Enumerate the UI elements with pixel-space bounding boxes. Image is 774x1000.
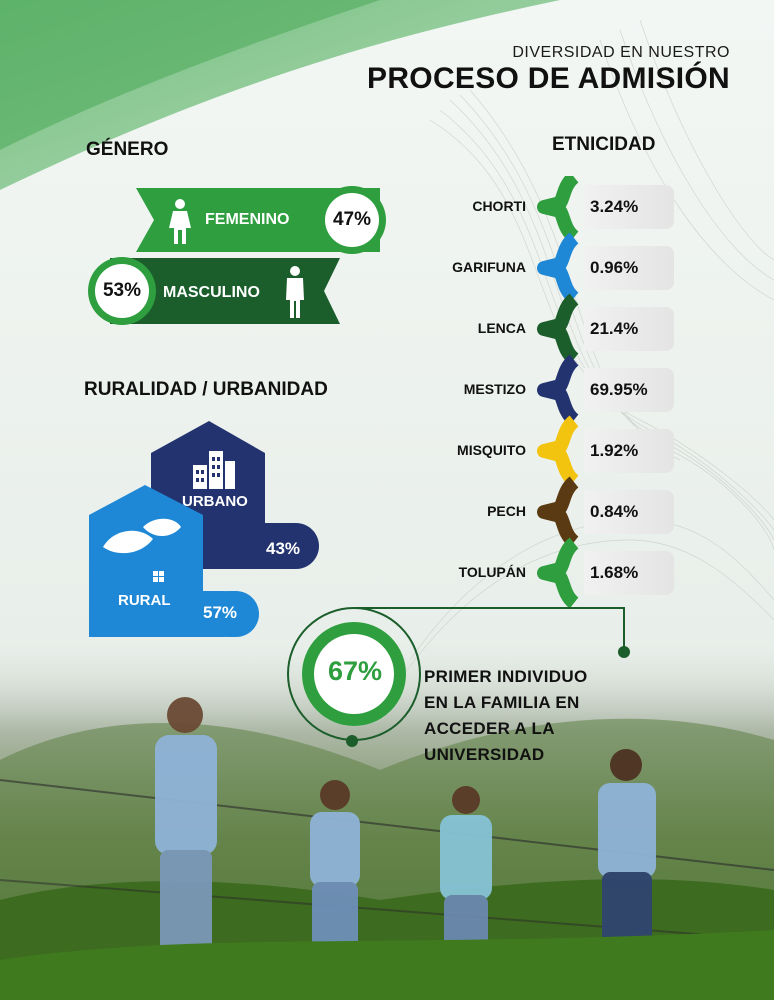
first-gen-ring (287, 607, 630, 747)
ethnicity-percentage: 21.4% (584, 307, 674, 351)
leaves-icon (103, 518, 181, 582)
students-photo (155, 697, 656, 982)
rural-label: RURAL (118, 592, 171, 609)
ethnicity-percentage: 3.24% (584, 185, 674, 229)
ethnicity-percentage: 0.96% (584, 246, 674, 290)
header-title: PROCESO DE ADMISIÓN (367, 62, 730, 95)
rurality-houses (89, 421, 319, 637)
ethnicity-name: TOLUPÁN (458, 564, 526, 580)
first-gen-text: PRIMER INDIVIDUO EN LA FAMILIA EN ACCEDE… (424, 664, 644, 768)
ethnicity-arrow (538, 200, 552, 214)
ethnicity-arrow (538, 505, 552, 519)
ethnicity-name: MISQUITO (457, 442, 526, 458)
ethnicity-name: MESTIZO (463, 381, 526, 397)
gender-heading: GÉNERO (86, 139, 169, 160)
ethnicity-percentage: 0.84% (584, 490, 674, 534)
female-percentage: 47% (325, 193, 379, 247)
ethnicity-arrow (538, 383, 552, 397)
ethnicity-heading: ETNICIDAD (552, 134, 656, 155)
female-icon (169, 199, 191, 244)
first-gen-line: UNIVERSIDAD (424, 745, 545, 764)
female-label: FEMENINO (205, 211, 290, 228)
first-gen-line: PRIMER INDIVIDUO (424, 667, 588, 686)
urban-percentage: 43% (266, 539, 301, 558)
ethnicity-chain (537, 176, 579, 608)
ethnicity-name: GARIFUNA (452, 259, 526, 275)
ethnicity-name: CHORTI (472, 198, 526, 214)
header-subtitle: DIVERSIDAD EN NUESTRO (512, 44, 730, 61)
female-ribbon (136, 188, 380, 252)
ethnicity-arrow (538, 566, 552, 580)
rurality-heading: RURALIDAD / URBANIDAD (84, 379, 328, 400)
ethnicity-percentage: 1.92% (584, 429, 674, 473)
first-gen-percentage: 67% (327, 656, 383, 686)
rural-percentage: 57% (203, 603, 238, 622)
ethnicity-percentage: 1.68% (584, 551, 674, 595)
ethnicity-arrow (538, 322, 552, 336)
male-ribbon (110, 258, 340, 324)
male-percentage: 53% (95, 264, 149, 318)
ethnicity-name: LENCA (477, 320, 526, 336)
ethnicity-arrow (538, 261, 552, 275)
male-icon (286, 266, 304, 318)
ethnicity-name: PECH (487, 503, 526, 519)
urban-label: URBANO (182, 493, 248, 510)
ethnicity-arrow (538, 444, 552, 458)
first-gen-line: EN LA FAMILIA EN (424, 693, 580, 712)
male-label: MASCULINO (163, 284, 260, 301)
first-gen-line: ACCEDER A LA (424, 719, 555, 738)
ethnicity-percentage: 69.95% (584, 368, 674, 412)
buildings-icon (193, 451, 235, 489)
